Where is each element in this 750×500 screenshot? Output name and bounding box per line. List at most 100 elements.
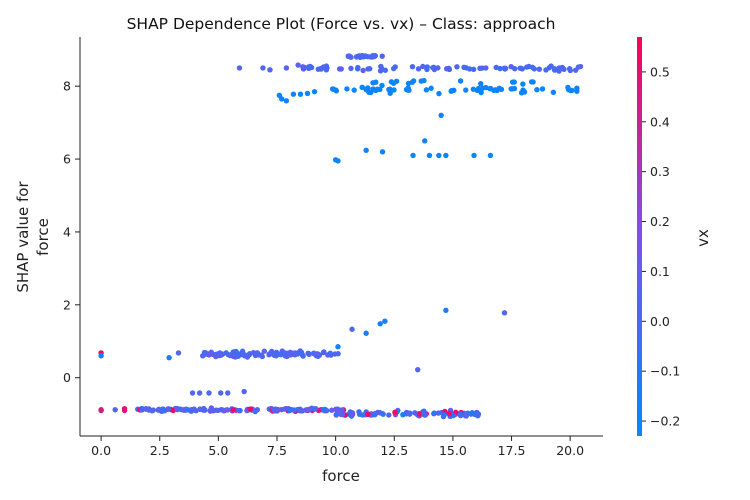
scatter-point (577, 63, 584, 70)
scatter-point (480, 85, 486, 91)
scatter-point (318, 65, 324, 72)
scatter-point (210, 407, 217, 414)
scatter-point (295, 62, 301, 68)
scatter-point (518, 65, 525, 72)
scatter-point (379, 149, 386, 155)
scatter-point (297, 406, 303, 413)
y-axis-ticks: 0 2 4 6 8 (63, 79, 80, 385)
scatter-point (201, 349, 208, 356)
x-tick-label: 7.5 (267, 443, 287, 458)
scatter-point (321, 349, 327, 355)
y-axis-label: SHAP value for force (14, 181, 52, 293)
scatter-point (284, 353, 290, 360)
scatter-point (348, 54, 354, 60)
scatter-point (543, 67, 549, 73)
scatter-point (370, 86, 377, 92)
scatter-point (377, 321, 383, 327)
colorbar-tick-label: −0.1 (650, 364, 680, 379)
scatter-point (431, 65, 437, 72)
y-tick-label: 0 (63, 370, 71, 385)
scatter-point (286, 406, 293, 413)
scatter-point (290, 350, 297, 356)
scatter-point (300, 353, 306, 359)
scatter-point (324, 407, 330, 414)
scatter-point (344, 86, 350, 92)
x-tick-label: 0.0 (91, 443, 111, 458)
scatter-point (410, 152, 416, 159)
scatter-point (405, 80, 412, 87)
scatter-point (349, 411, 356, 417)
scatter-point (379, 410, 386, 417)
scatter-point (311, 350, 317, 356)
scatter-point (415, 366, 421, 373)
scatter-point (241, 388, 247, 395)
colorbar-tick-label: −0.2 (650, 414, 680, 429)
scatter-point (338, 407, 344, 413)
scatter-point (472, 410, 479, 417)
scatter-point (378, 63, 384, 70)
scatter-point (466, 66, 473, 72)
scatter-point (477, 65, 483, 72)
scatter-point (335, 158, 341, 164)
scatter-point (139, 407, 145, 413)
scatter-point (393, 78, 400, 84)
scatter-point (410, 78, 417, 84)
colorbar-tick-label: 0.4 (650, 114, 670, 129)
scatter-point (360, 67, 366, 74)
scatter-point (184, 406, 191, 413)
scatter-point (223, 407, 230, 413)
scatter-point (390, 65, 397, 72)
x-tick-label: 10.0 (322, 443, 350, 458)
scatter-point (421, 77, 427, 84)
scatter-point (373, 79, 379, 85)
scatter-point (407, 411, 413, 417)
colorbar-label: vx (694, 229, 712, 247)
scatter-point (290, 91, 297, 97)
scatter-point (306, 407, 312, 413)
scatter-point (304, 90, 311, 97)
scatter-point (121, 407, 128, 414)
x-tick-label: 12.5 (380, 443, 408, 458)
scatter-point (426, 152, 433, 159)
scatter-point (230, 407, 236, 413)
colorbar-tick-label: 0.2 (650, 214, 670, 229)
scatter-point (377, 68, 384, 74)
scatter-point (574, 85, 580, 91)
scatter-point (438, 112, 444, 119)
scatter-point (463, 413, 469, 419)
scatter-point (478, 89, 484, 96)
scatter-point (379, 53, 385, 59)
scatter-point (291, 407, 298, 413)
scatter-point (276, 92, 283, 99)
scatter-point (511, 79, 517, 85)
scatter-point (338, 411, 344, 418)
scatter-point (450, 412, 457, 419)
scatter-point (327, 350, 333, 356)
scatter-point (297, 91, 304, 97)
scatter-point (177, 406, 184, 412)
scatter-point (428, 85, 434, 91)
scatter-point (193, 407, 199, 414)
colorbar-tick-label: 0.5 (650, 64, 670, 79)
scatter-point (306, 351, 312, 358)
scatter-point (323, 67, 330, 73)
scatter-point (267, 67, 273, 73)
scatter-point (359, 412, 366, 418)
scatter-point (354, 66, 361, 72)
scatter-point (454, 64, 460, 70)
scatter-point (512, 65, 518, 72)
scatter-point (567, 67, 574, 74)
scatter-point (149, 408, 155, 414)
scatter-point (441, 411, 447, 418)
colorbar-tick-label: 0.0 (650, 314, 670, 329)
scatter-point (382, 67, 389, 73)
scatter-point (524, 64, 530, 70)
scatter-point (458, 411, 465, 418)
scatter-point (536, 66, 543, 72)
scatter-point (348, 65, 354, 72)
scatter-point (449, 87, 455, 94)
scatter-point (165, 406, 172, 412)
x-axis-ticks: 0.0 2.5 5.0 7.5 10.0 12.5 15.0 17.5 20.0 (91, 436, 584, 458)
scatter-point (217, 350, 223, 356)
scatter-point (528, 79, 535, 85)
